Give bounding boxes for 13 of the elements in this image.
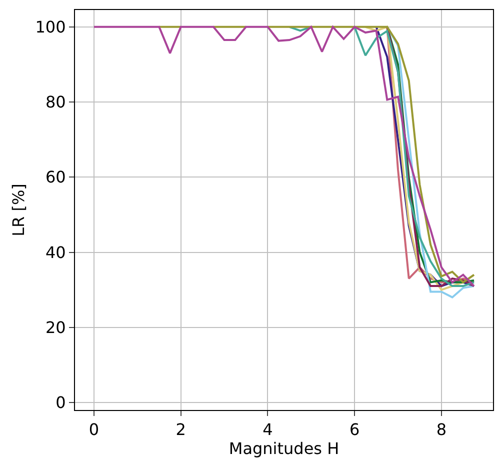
x-axis-title: Magnitudes H xyxy=(228,439,340,458)
x-tick-label: 2 xyxy=(176,420,186,440)
y-tick-label: 80 xyxy=(45,92,66,112)
y-tick-label: 20 xyxy=(45,318,66,337)
y-axis-title: LR [%] xyxy=(9,184,28,236)
x-tick-label: 8 xyxy=(436,420,447,440)
x-tick-label: 6 xyxy=(349,420,360,440)
x-tick-label: 4 xyxy=(262,420,273,440)
y-tick-label: 0 xyxy=(56,393,66,412)
x-tick-label: 0 xyxy=(88,420,100,440)
y-tick-label: 40 xyxy=(45,242,66,262)
y-tick-label: 100 xyxy=(35,18,66,36)
y-tick-label: 60 xyxy=(45,168,66,187)
